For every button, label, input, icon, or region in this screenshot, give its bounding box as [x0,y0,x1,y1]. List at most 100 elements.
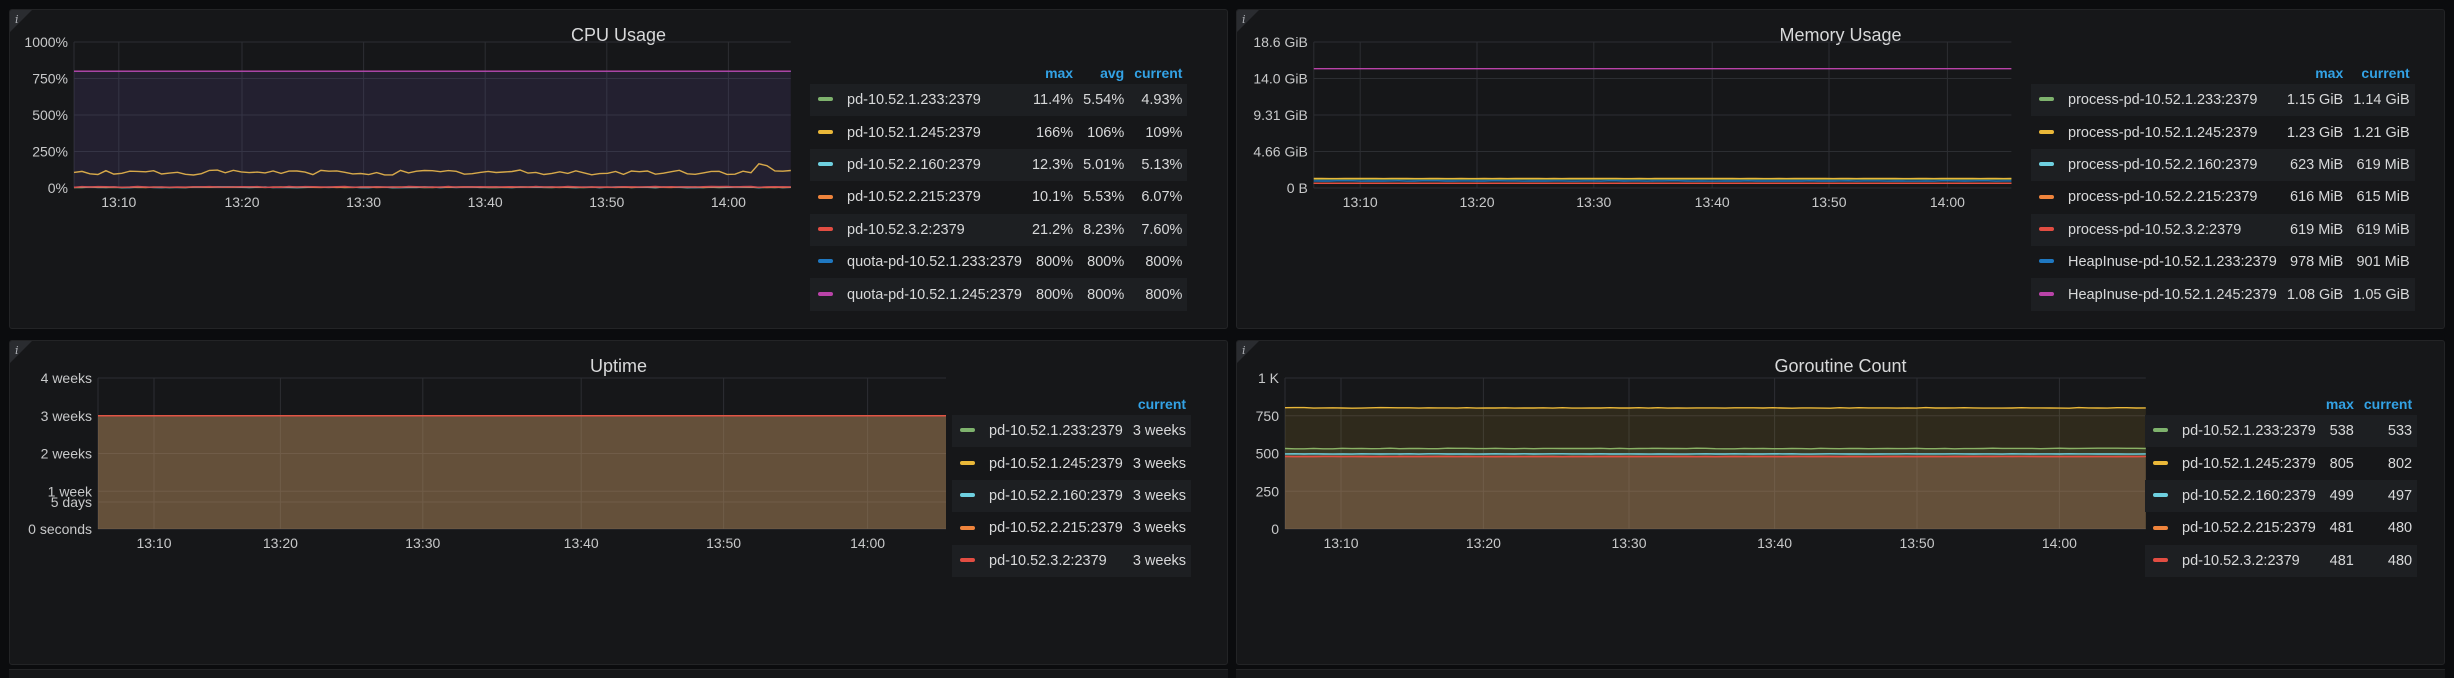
legend-row[interactable]: pd-10.52.1.245:2379 166% 106% 109% [810,116,1187,148]
series-color-swatch[interactable] [960,460,975,465]
legend-header-max[interactable]: max [1045,65,1074,81]
panel-title[interactable]: Memory Usage [1779,25,1902,45]
legend-row[interactable]: quota-pd-10.52.1.233:2379 800% 800% 800% [810,246,1187,278]
legend-row[interactable]: pd-10.52.2.160:2379 12.3% 5.01% 5.13% [810,148,1188,182]
legend-series-name[interactable]: quota-pd-10.52.1.233:2379 [810,246,1027,278]
series-color-swatch[interactable] [2153,460,2168,465]
legend-series-name[interactable]: pd-10.52.2.215:2379 [2145,512,2321,544]
series-color-swatch[interactable] [818,97,833,102]
legend-row[interactable]: pd-10.52.2.160:2379 499 497 [2145,479,2418,513]
legend-series-name[interactable]: pd-10.52.1.245:2379 [952,447,1128,479]
panel-info-corner[interactable] [1237,341,1259,363]
series-color-swatch[interactable] [960,493,975,498]
series-color-swatch[interactable] [818,291,833,296]
legend-row[interactable]: process-pd-10.52.1.233:2379 1.15 GiB 1.14 … [2031,84,2415,117]
series-color-swatch[interactable] [818,129,833,134]
legend-series-name[interactable]: pd-10.52.3.2:2379 [810,213,1027,246]
legend-row[interactable]: pd-10.52.2.160:2379 3 weeks [952,479,1192,513]
legend-row[interactable]: pd-10.52.2.215:2379 3 weeks [952,512,1191,544]
legend-series-name[interactable]: process-pd-10.52.3.2:2379 [2031,213,2282,246]
series-color-swatch[interactable] [2153,428,2168,433]
legend-series-name[interactable]: pd-10.52.1.245:2379 [2145,447,2321,479]
y-axis-tick-label: 0% [48,180,68,196]
panel-info-corner[interactable] [1237,10,1259,32]
legend-row[interactable]: pd-10.52.2.215:2379 481 480 [2145,512,2417,544]
cpu-usage-chart[interactable]: 0% 250% 500% 750% 1000% 13:10 13:20 13:30 13:40 1… [10,10,800,329]
legend-series-name[interactable]: pd-10.52.1.245:2379 [810,116,1027,148]
panel-info-corner[interactable] [10,10,32,32]
panel-title[interactable]: Goroutine Count [1774,356,1907,376]
legend-row[interactable]: pd-10.52.1.233:2379 11.4% 5.54% 4.93% [810,84,1188,117]
legend-row[interactable]: process-pd-10.52.2.160:2379 623 MiB 619 Mi… [2031,148,2415,182]
series-color-swatch[interactable] [2153,525,2168,530]
series-color-swatch[interactable] [960,525,975,530]
legend-row[interactable]: pd-10.52.3.2:2379 481 480 [2145,544,2418,577]
legend-row[interactable]: quota-pd-10.52.1.245:2379 800% 800% 800% [810,278,1188,311]
series-color-swatch[interactable] [960,557,975,562]
legend-series-name[interactable]: pd-10.52.2.160:2379 [2145,479,2321,513]
series-color-swatch[interactable] [818,162,833,167]
legend-row[interactable]: process-pd-10.52.2.215:2379 616 MiB 615 Mi… [2031,181,2415,213]
legend-header-current[interactable]: current [2363,396,2413,412]
legend-series-name[interactable]: quota-pd-10.52.1.245:2379 [810,278,1027,311]
series-color-swatch[interactable] [818,259,833,264]
panel-title[interactable]: Uptime [589,356,647,376]
legend-header-current[interactable]: current [2361,65,2410,81]
series-color-swatch[interactable] [2039,162,2054,167]
legend-series-name[interactable]: process-pd-10.52.2.215:2379 [2031,181,2282,213]
legend-series-name[interactable]: pd-10.52.1.233:2379 [810,84,1027,117]
series-color-swatch[interactable] [960,428,975,433]
legend-series-name[interactable]: pd-10.52.3.2:2379 [952,544,1128,577]
legend-header-max[interactable]: max [2315,65,2344,81]
legend-header-max[interactable]: max [2325,396,2354,412]
legend-series-name[interactable]: process-pd-10.52.1.245:2379 [2031,116,2282,148]
legend-series-name[interactable]: HeapInuse-pd-10.52.1.233:2379 [2031,246,2282,278]
legend-row[interactable]: pd-10.52.2.215:2379 10.1% 5.53% 6.07% [810,181,1187,213]
legend-row[interactable]: HeapInuse-pd-10.52.1.245:2379 1.08 GiB 1.0… [2031,278,2415,311]
legend-value-current: 1.05 GiB [2348,278,2415,311]
legend-series-name[interactable]: pd-10.52.2.215:2379 [810,181,1027,213]
series-color-swatch[interactable] [2039,291,2054,296]
series-color-swatch[interactable] [2039,129,2054,134]
series-color-swatch[interactable] [2039,194,2054,199]
series-color-swatch[interactable] [2039,259,2054,264]
legend-row[interactable]: process-pd-10.52.1.245:2379 1.23 GiB 1.21 … [2031,116,2415,148]
legend-series-name[interactable]: process-pd-10.52.2.160:2379 [2031,148,2282,182]
memory-usage-chart[interactable]: 0 B 4.66 GiB 9.31 GiB 14.0 GiB 18.6 GiB 13:10… [1237,10,2017,329]
legend-value-max: 1.15 GiB [2281,84,2349,117]
panel-title[interactable]: CPU Usage [570,25,667,45]
legend-series-name[interactable]: pd-10.52.2.215:2379 [952,512,1128,544]
legend-header-current[interactable]: current [1134,65,1183,81]
legend-row[interactable]: HeapInuse-pd-10.52.1.233:2379 978 MiB 901 … [2031,246,2415,278]
legend-row[interactable]: pd-10.52.1.233:2379 3 weeks [952,415,1192,448]
info-icon[interactable]: i [15,344,19,357]
series-color-swatch[interactable] [818,226,833,231]
legend-header-avg[interactable]: avg [1100,65,1125,81]
legend-series-name[interactable]: pd-10.52.1.233:2379 [952,415,1128,448]
legend-series-name[interactable]: pd-10.52.2.160:2379 [810,148,1027,182]
legend-series-name[interactable]: HeapInuse-pd-10.52.1.245:2379 [2031,278,2282,311]
legend-row[interactable]: pd-10.52.3.2:2379 3 weeks [952,544,1192,577]
y-axis-tick-label: 0 [1271,521,1279,537]
legend-row[interactable]: pd-10.52.1.233:2379 538 533 [2145,415,2418,448]
legend-series-name[interactable]: pd-10.52.1.233:2379 [2145,415,2321,448]
panel-info-corner[interactable] [10,341,32,363]
legend-header-current[interactable]: current [1137,396,1187,412]
series-color-swatch[interactable] [2153,493,2168,498]
legend-row[interactable]: pd-10.52.1.245:2379 805 802 [2145,447,2417,479]
series-color-swatch[interactable] [2039,97,2054,102]
info-icon[interactable]: i [1242,13,1246,26]
info-icon[interactable]: i [1242,344,1246,357]
legend-row[interactable]: pd-10.52.1.245:2379 3 weeks [952,447,1191,479]
legend-series-name[interactable]: pd-10.52.2.160:2379 [952,479,1128,513]
legend-series-name[interactable]: pd-10.52.3.2:2379 [2145,544,2321,577]
legend-row[interactable]: pd-10.52.3.2:2379 21.2% 8.23% 7.60% [810,213,1188,246]
series-color-swatch[interactable] [2039,226,2054,231]
series-color-swatch[interactable] [2153,557,2168,562]
series-color-swatch[interactable] [818,194,833,199]
legend-row[interactable]: process-pd-10.52.3.2:2379 619 MiB 619 MiB [2031,213,2415,246]
info-icon[interactable]: i [15,13,19,26]
legend-series-name[interactable]: process-pd-10.52.1.233:2379 [2031,84,2282,117]
goroutine-count-chart[interactable]: 0 250 500 750 1 K 13:10 13:20 13:30 13:40 13:50 14… [1237,341,2146,665]
